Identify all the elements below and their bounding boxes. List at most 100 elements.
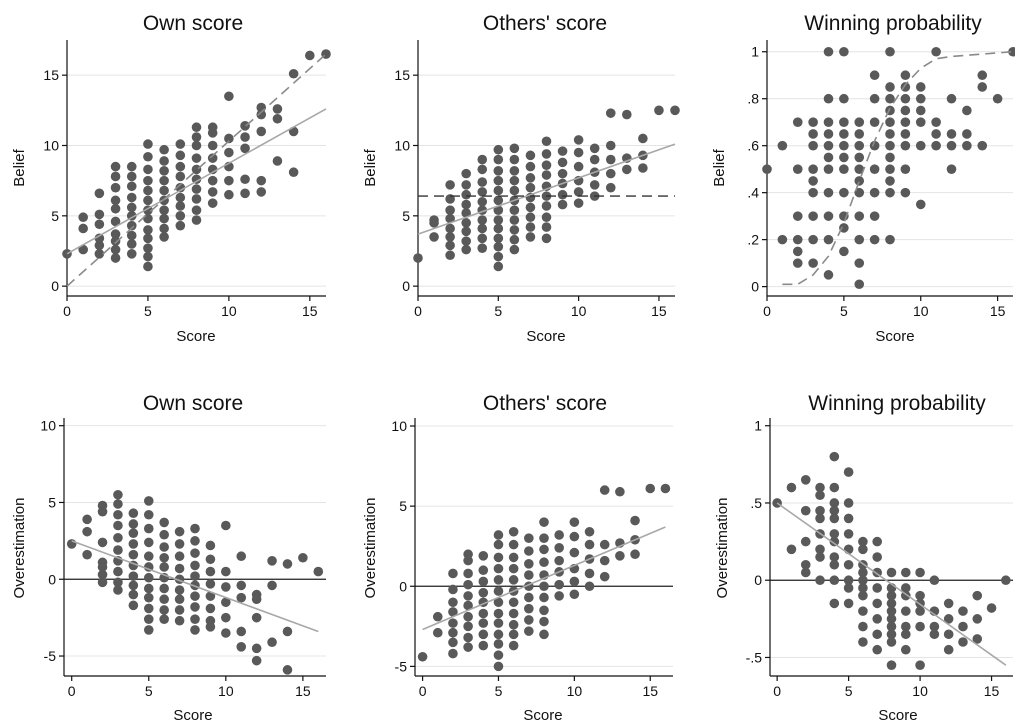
data-point [858,567,868,578]
data-point [272,113,283,124]
data-point [792,211,803,221]
data-point [272,156,283,166]
data-point [113,509,123,520]
data-point [541,212,552,223]
data-point [539,605,549,616]
data-point [958,606,968,616]
panel-own-score-belief: Own score 0 5 10 15 0 5 10 15 Score Belief [11,12,331,345]
y-tick-label: 1 [751,44,759,60]
data-point [493,215,504,225]
data-point [900,70,911,81]
data-point [113,489,123,500]
data-point [236,592,247,603]
data-point [175,182,186,193]
data-point [94,188,105,199]
y-tick-label: -.5 [746,649,763,665]
data-point [854,279,865,290]
data-point [205,591,216,601]
data-point [256,109,267,120]
data-point [445,250,455,261]
data-point [915,105,926,116]
y-tick-label: 0 [402,278,410,294]
x-tick-label: 0 [63,303,71,319]
x-tick-label: 15 [984,683,1000,699]
data-point [843,498,854,508]
data-point [493,154,504,165]
data-point [539,616,549,627]
panel-title: Own score [143,392,243,415]
data-point [885,234,895,245]
data-point [839,152,849,163]
data-point [615,551,625,561]
data-point [207,153,218,163]
data-point [808,117,818,128]
y-tick-label: -5 [395,658,408,674]
y-tick-label: 15 [394,67,410,83]
data-point [886,590,897,601]
plot-area: -5 0 5 10 0 5 10 15 [391,418,673,699]
data-point [94,233,105,244]
data-point [557,199,568,210]
x-tick-label: 5 [845,683,853,699]
data-point [461,208,471,218]
data-point [477,223,488,234]
data-point [958,621,968,632]
data-point [256,187,267,197]
data-point [159,529,169,540]
data-point [573,161,584,172]
x-axis-label: Score [523,707,562,724]
y-tick-label: 0 [399,578,407,594]
data-point [159,594,169,605]
data-point [221,612,231,623]
data-point [977,82,988,92]
data-point [94,219,105,230]
data-point [191,153,202,163]
data-point [448,637,458,648]
y-tick-label: 0 [751,279,759,295]
data-point [762,164,772,174]
data-point [205,579,216,589]
panel-winning-probability-belief: Winning probability 0.2.4.6.810 5 10 15 Sco… [711,12,1015,345]
data-point [915,606,925,616]
x-tick-label: 0 [68,683,76,699]
data-point [288,167,299,178]
data-point [221,628,231,638]
data-point [190,548,200,558]
data-point [191,140,202,151]
data-point [670,105,680,116]
data-point [584,568,595,579]
data-point [524,559,534,569]
data-point [174,539,185,549]
x-axis-label: Score [176,328,215,345]
data-point [986,603,997,613]
data-point [236,580,247,591]
data-point [477,187,488,197]
data-point [463,568,473,579]
data-point [493,650,504,660]
data-point [126,220,137,231]
data-point [478,629,489,640]
data-point [461,244,471,255]
data-point [174,526,185,537]
data-point [524,626,534,636]
x-tick-label: 0 [419,683,427,699]
x-tick-label: 0 [763,303,771,319]
data-point [541,233,552,244]
data-point [493,629,504,640]
data-point [461,180,471,190]
data-point [205,603,216,614]
data-point [508,563,519,574]
data-point [854,258,865,268]
x-axis-label: Score [526,328,565,345]
data-point [638,163,648,173]
data-point [143,225,153,235]
data-point [900,644,911,655]
data-point [815,513,825,524]
data-point [509,166,520,176]
y-tick-label: .6 [747,138,759,154]
data-point [584,581,595,592]
data-point [915,140,926,151]
data-point [113,577,123,588]
data-point [508,539,519,550]
data-point [541,170,552,180]
